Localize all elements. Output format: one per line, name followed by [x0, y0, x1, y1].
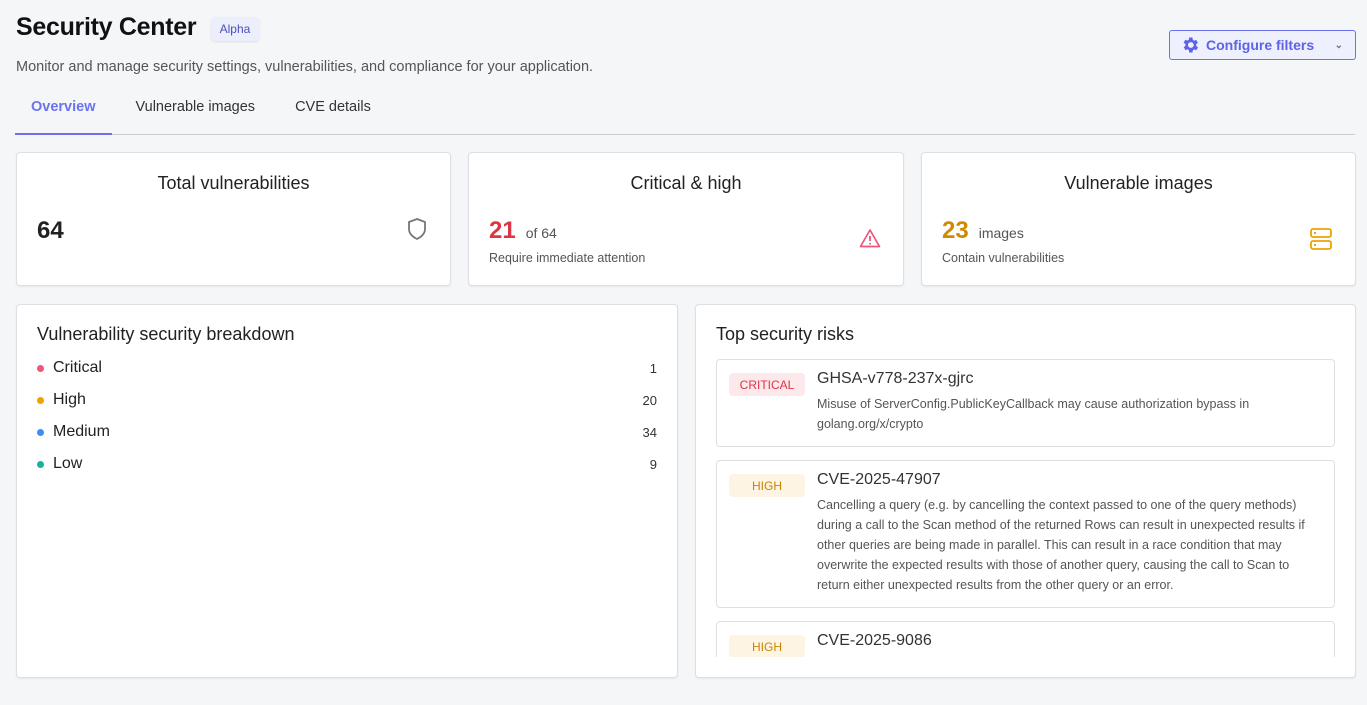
severity-badge: HIGH: [729, 474, 805, 497]
high-dot: [37, 396, 44, 404]
warning-icon: [859, 229, 881, 248]
tab-cve-details[interactable]: CVE details: [295, 99, 371, 115]
panel-title: Top security risks: [716, 324, 855, 344]
images-unit: images: [978, 225, 1024, 241]
configure-filters-label: Configure filters: [1206, 37, 1315, 53]
label: Critical: [53, 359, 102, 376]
risk-item[interactable]: CRITICAL GHSA-v778-237x-gjrc Misuse of S…: [716, 359, 1335, 447]
breakdown-item-critical: Critical 1: [37, 359, 657, 377]
gear-icon: [1183, 37, 1198, 53]
medium-dot: [37, 428, 44, 436]
total-value: 64: [37, 217, 64, 244]
card-subtext: Require immediate attention: [489, 251, 646, 265]
severity-badge: CRITICAL: [729, 373, 805, 396]
risk-item[interactable]: HIGH CVE-2025-9086: [716, 621, 1335, 657]
shield-icon: [408, 218, 426, 241]
page-title: Security Center: [16, 13, 197, 41]
severity-badge: HIGH: [729, 635, 805, 657]
breakdown-item-medium: Medium 34: [37, 423, 657, 441]
risk-list[interactable]: CRITICAL GHSA-v778-237x-gjrc Misuse of S…: [716, 359, 1335, 657]
risk-item[interactable]: HIGH CVE-2025-47907 Cancelling a query (…: [716, 460, 1335, 608]
breakdown-item-high: High 20: [37, 391, 657, 409]
label: Medium: [53, 423, 110, 440]
tab-vulnerable-images[interactable]: Vulnerable images: [135, 99, 256, 115]
label: High: [53, 391, 86, 408]
panel-title: Vulnerability security breakdown: [37, 324, 295, 344]
server-icon: [1310, 228, 1332, 250]
card-title: Vulnerable images: [1064, 173, 1213, 193]
card-title: Total vulnerabilities: [157, 173, 310, 193]
tab-overview[interactable]: Overview: [15, 92, 112, 135]
count: 9: [649, 456, 657, 472]
count: 20: [642, 392, 657, 408]
breakdown-item-low: Low 9: [37, 455, 657, 473]
of-total: of 64: [525, 225, 557, 241]
card-title: Critical & high: [630, 173, 742, 193]
images-value: 23: [942, 217, 969, 244]
low-dot: [37, 460, 44, 468]
page-subtitle: Monitor and manage security settings, vu…: [16, 59, 594, 75]
total-vulnerabilities-card: Total vulnerabilities 64: [16, 152, 451, 286]
breakdown-panel: Vulnerability security breakdown Critica…: [16, 304, 678, 678]
risk-id: CVE-2025-9086: [817, 632, 932, 649]
tab-bar: Overview Vulnerable images CVE details: [15, 92, 1355, 135]
risk-id: CVE-2025-47907: [817, 471, 941, 488]
critical-high-value: 21: [489, 217, 516, 244]
alpha-badge: Alpha: [211, 17, 259, 41]
risk-description: Misuse of ServerConfig.PublicKeyCallback…: [817, 397, 1250, 431]
risk-description: Cancelling a query (e.g. by cancelling t…: [817, 498, 1305, 592]
critical-dot: [37, 364, 44, 372]
chevron-down-icon: ⌄: [1334, 39, 1343, 51]
risk-id: GHSA-v778-237x-gjrc: [817, 370, 974, 387]
top-risks-panel: Top security risks CRITICAL GHSA-v778-23…: [695, 304, 1356, 678]
label: Low: [53, 455, 83, 472]
critical-high-card: Critical & high 21 of 64 Require immediat…: [468, 152, 904, 286]
count: 1: [649, 360, 657, 376]
count: 34: [642, 424, 657, 440]
card-subtext: Contain vulnerabilities: [942, 251, 1065, 265]
configure-filters-button[interactable]: Configure filters ⌄: [1169, 30, 1356, 60]
vulnerable-images-card: Vulnerable images 23 images Contain vulne…: [921, 152, 1356, 286]
